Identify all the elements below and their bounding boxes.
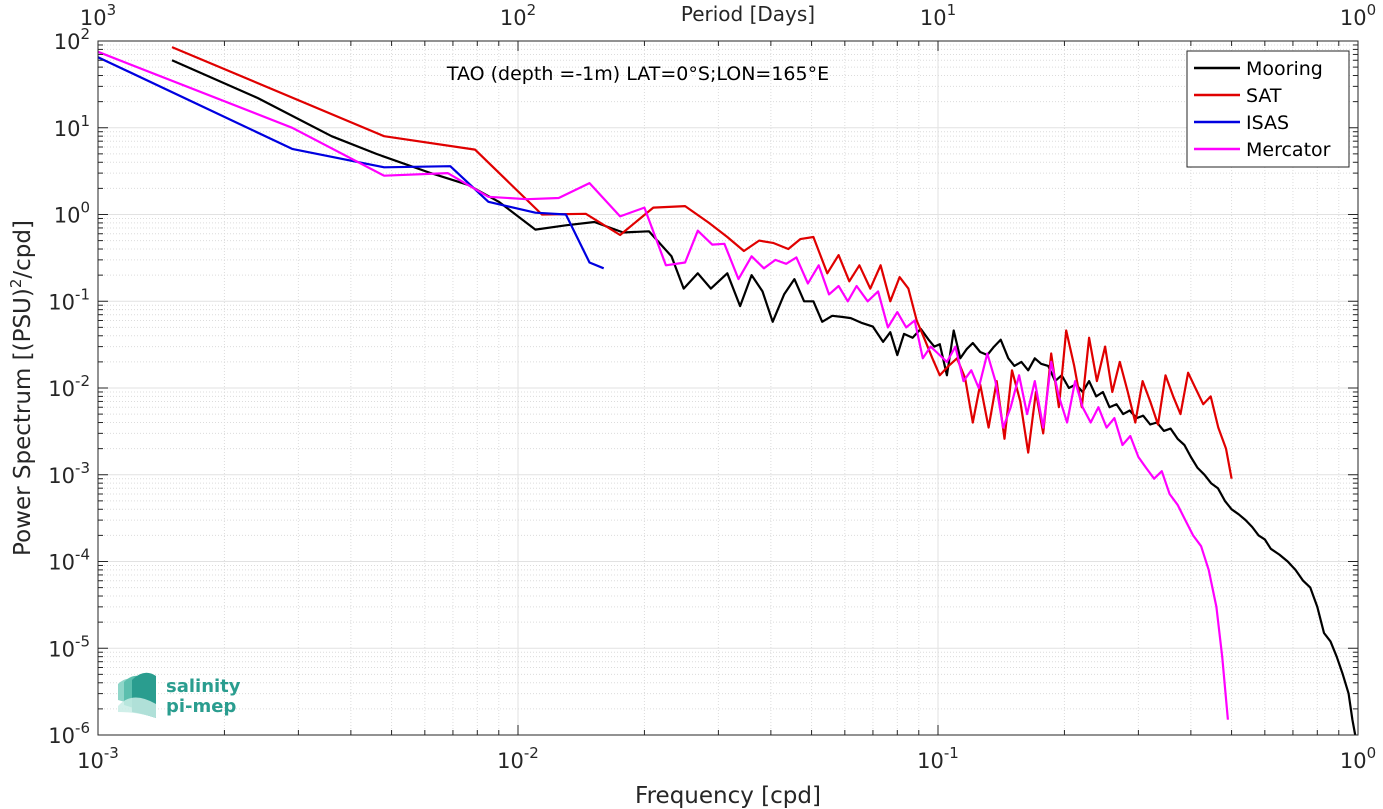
y-tick-label: 10-1 [48,285,90,314]
y-axis-label-main: Power Spectrum [(PSU) [10,288,36,556]
x-tick-label: 10-3 [77,744,119,773]
grid [97,41,1358,736]
y-tick-label: 10-2 [48,372,90,401]
y-tick-label: 10-3 [48,459,90,488]
y-axis-label-tail: /cpd] [10,220,36,279]
logo-waves-icon [118,672,156,718]
y-axis-label-sup: 2 [7,279,25,289]
logo-line2: pi-mep [166,696,236,717]
y-tick-label: 10-6 [48,719,90,748]
plot-lines [97,46,1357,736]
legend-label-mooring: Mooring [1246,58,1323,80]
x-tick-label: 10-1 [917,744,959,773]
x-axis-label: Frequency [cpd] [635,783,821,809]
legend: Mooring SAT ISAS Mercator [1186,50,1350,168]
series-line-mercator [97,50,1229,720]
legend-label-sat: SAT [1246,85,1282,107]
x2-tick-label: 103 [80,1,116,30]
salinity-pi-mep-logo: salinity pi-mep [118,672,241,718]
y-axis-label: Power Spectrum [(PSU)2/cpd] [7,220,36,556]
legend-box [1186,50,1350,168]
x-tick-label: 10-2 [497,744,539,773]
series-line-mooring [171,59,1357,736]
series-line-isas [97,56,605,270]
x2-tick-label: 102 [500,1,536,30]
y-tick-label: 102 [54,25,90,54]
y-tick-label: 10-4 [48,546,90,575]
ticks [97,40,1359,736]
x-tick-label: 100 [1340,744,1376,773]
x2-axis-label: Period [Days] [681,2,815,26]
x2-tick-label: 100 [1340,1,1376,30]
legend-label-mercator: Mercator [1246,139,1331,161]
y-tick-label: 10-5 [48,632,90,661]
chart-title: TAO (depth =-1m) LAT=0°S;LON=165°E [446,63,829,85]
y-tick-label: 100 [54,199,90,228]
y-tick-label: 101 [54,112,90,141]
legend-label-isas: ISAS [1246,112,1289,134]
logo-line1: salinity [166,676,241,697]
x2-tick-label: 101 [920,1,956,30]
